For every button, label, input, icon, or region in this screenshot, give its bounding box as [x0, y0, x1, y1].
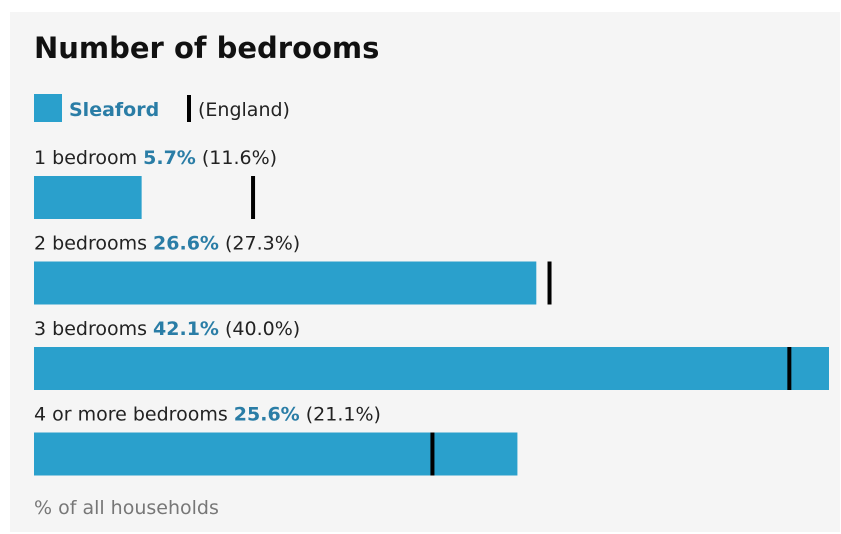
note: % of all households: [34, 497, 219, 519]
legend-marker: [187, 95, 191, 122]
value-label: 5.7%: [143, 147, 196, 169]
comparison-label: (11.6%): [202, 147, 277, 169]
comparison-marker: [251, 176, 256, 219]
category-label: 3 bedrooms: [34, 318, 147, 340]
value-label: 26.6%: [153, 233, 219, 255]
legend-label: (England): [198, 99, 290, 121]
bar: [34, 261, 537, 305]
comparison-label: (27.3%): [225, 233, 300, 255]
category-label: 4 or more bedrooms: [34, 404, 228, 426]
legend-swatch: [34, 94, 62, 122]
comparison-marker: [430, 432, 435, 476]
bar-label: 4 or more bedrooms 25.6% (21.1%): [34, 404, 381, 426]
bar: [34, 432, 518, 476]
value-label: 25.6%: [234, 404, 300, 426]
value-label: 42.1%: [153, 318, 219, 340]
category-label: 1 bedroom: [34, 147, 137, 169]
comparison-label: (21.1%): [306, 404, 381, 426]
comparison-label: (40.0%): [225, 318, 300, 340]
bar: [34, 176, 142, 219]
comparison-marker: [547, 261, 552, 305]
bar: [34, 347, 829, 390]
bar-label: 1 bedroom 5.7% (11.6%): [34, 147, 277, 169]
category-label: 2 bedrooms: [34, 233, 147, 255]
legend-label: Sleaford: [69, 99, 159, 121]
chart-title: Number of bedrooms: [34, 31, 379, 65]
comparison-marker: [787, 347, 792, 390]
bar-label: 2 bedrooms 26.6% (27.3%): [34, 233, 300, 255]
bar-label: 3 bedrooms 42.1% (40.0%): [34, 318, 300, 340]
